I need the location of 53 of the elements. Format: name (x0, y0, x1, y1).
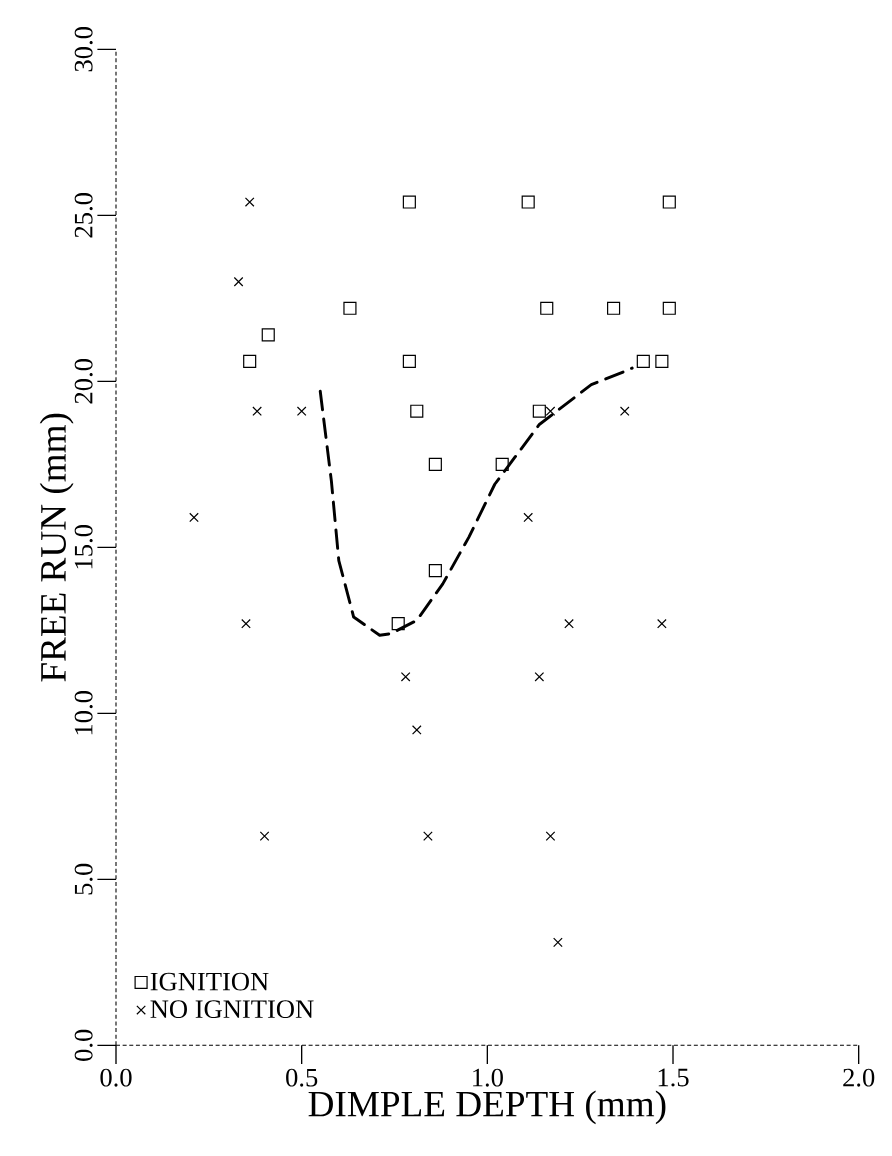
point (545, 406, 556, 417)
y-tick-label: 20.0 (74, 359, 93, 404)
x-tick-label: 0.0 (100, 1068, 132, 1087)
point (244, 197, 255, 207)
point (619, 406, 630, 417)
point (423, 831, 433, 841)
x-axis-title: DIMPLE DEPTH (mm) (308, 1090, 666, 1125)
point (662, 301, 676, 315)
y-tick-label: 5.0 (74, 863, 93, 895)
point (402, 354, 416, 368)
point (343, 301, 357, 315)
legend-label: NO IGNITION (150, 1000, 314, 1019)
x-tick-label: 0.5 (286, 1068, 318, 1087)
point (428, 563, 442, 578)
y-tick-label: 30.0 (74, 27, 93, 72)
point (532, 404, 546, 418)
x-tick-label: 1.5 (658, 1068, 689, 1087)
point (252, 406, 262, 417)
x-tick-label: 1.0 (473, 1068, 503, 1087)
y-tick-label: 10.0 (74, 691, 93, 735)
point (241, 618, 251, 629)
point (636, 354, 650, 368)
point (521, 195, 535, 209)
point (534, 671, 545, 682)
point (523, 512, 534, 523)
line-series (318, 366, 634, 637)
point (402, 195, 416, 209)
x-tick-label: 2.0 (843, 1068, 875, 1087)
y-axis-title: FREE RUN (mm) (39, 413, 74, 682)
legend-label: IGNITION (150, 972, 269, 991)
point (428, 457, 442, 471)
point (261, 328, 275, 342)
point (662, 195, 676, 209)
point (243, 354, 257, 368)
point (540, 301, 554, 315)
point (400, 671, 411, 682)
point (410, 404, 424, 418)
y-tick-label: 25.0 (74, 193, 93, 238)
point (495, 457, 509, 471)
point (655, 354, 669, 368)
y-tick-label: 0.0 (74, 1029, 93, 1061)
point (189, 512, 199, 523)
point (607, 301, 621, 315)
point (296, 406, 307, 417)
point (391, 617, 405, 631)
point (657, 618, 667, 629)
point (233, 276, 244, 287)
y-tick-label: 15.0 (74, 525, 93, 569)
point (545, 831, 556, 841)
point (411, 725, 422, 735)
point (259, 831, 270, 841)
point (564, 618, 574, 629)
point (553, 937, 563, 948)
